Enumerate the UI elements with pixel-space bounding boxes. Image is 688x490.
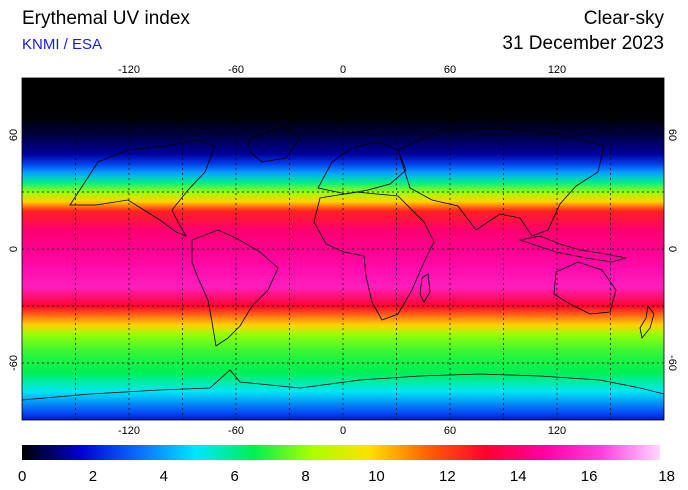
lon-tick-label-bottom: -60 <box>228 425 244 437</box>
longitude-ticks-bottom: -120 -60 0 60 120 <box>118 425 566 437</box>
lat-tick-label-left: -60 <box>8 355 20 371</box>
colorbar-tick-label: 12 <box>439 468 456 485</box>
colorbar-tick-label: 16 <box>581 468 598 485</box>
antarctica-outline <box>22 369 664 420</box>
maritime-asia-outline <box>518 235 627 263</box>
colorbar-tick-label: 8 <box>301 468 309 485</box>
lon-tick-label-bottom: 120 <box>548 425 566 437</box>
graticule <box>22 78 664 420</box>
sky-condition-label: Clear-sky <box>583 8 664 29</box>
lat-tick-label-right: 0 <box>666 246 678 252</box>
lat-tick-label-right: -60 <box>666 355 678 371</box>
map-frame <box>21 77 665 421</box>
colorbar: 0 2 4 6 8 10 12 14 16 18 <box>18 445 675 485</box>
madagascar-outline <box>419 273 431 303</box>
map-panel: -120 -60 0 60 120 -120 -60 0 60 120 60 0 -60 60 0 -6… <box>8 64 678 437</box>
colorbar-tick-label: 6 <box>230 468 238 485</box>
colorbar-ticks: 0 2 4 6 8 10 12 14 16 18 <box>18 468 675 485</box>
lat-tick-label-left: 0 <box>8 246 20 252</box>
longitude-ticks-top: -120 -60 0 60 120 <box>118 64 566 76</box>
latitude-ticks-left: 60 0 -60 <box>8 129 20 371</box>
south-america-outline <box>191 229 279 347</box>
colorbar-tick-label: 0 <box>18 468 26 485</box>
africa-outline <box>313 191 435 321</box>
colorbar-tick-label: 18 <box>658 468 675 485</box>
lon-tick-label-bottom: 0 <box>340 425 346 437</box>
colorbar-tick-label: 4 <box>160 468 168 485</box>
lon-tick-label-top: 0 <box>340 64 346 76</box>
lon-tick-label-top: 120 <box>548 64 566 76</box>
latitude-ticks-right: 60 0 -60 <box>666 129 678 371</box>
lon-tick-label-top: -60 <box>228 64 244 76</box>
asia-outline <box>397 127 605 237</box>
date-label: 31 December 2023 <box>502 33 664 54</box>
lon-tick-label-top: 60 <box>444 64 456 76</box>
north-america-outline <box>69 139 216 237</box>
lon-tick-label-top: -120 <box>118 64 140 76</box>
colorbar-tick-label: 2 <box>89 468 97 485</box>
map-title: Erythemal UV index <box>22 8 190 29</box>
lat-tick-label-right: 60 <box>666 129 678 141</box>
australia-outline <box>553 261 617 315</box>
colorbar-tick-label: 14 <box>510 468 527 485</box>
lat-tick-label-left: 60 <box>8 129 20 141</box>
greenland-outline <box>247 125 301 163</box>
colorbar-tick-label: 10 <box>368 468 385 485</box>
lon-tick-label-bottom: -120 <box>118 425 140 437</box>
colorbar-strip <box>22 445 660 460</box>
lon-tick-label-bottom: 60 <box>444 425 456 437</box>
new-zealand-outline <box>639 305 655 339</box>
source-label: KNMI / ESA <box>22 36 103 53</box>
